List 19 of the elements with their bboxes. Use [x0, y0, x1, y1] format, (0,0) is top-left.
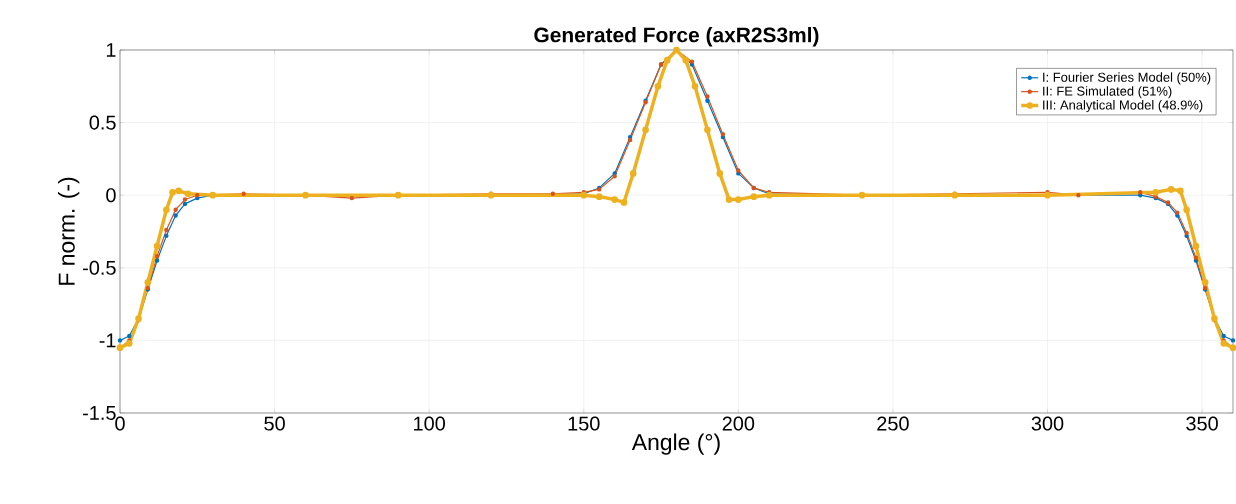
y-tick-label: 1 — [106, 43, 116, 57]
x-tick-label: 50 — [264, 416, 285, 431]
y-tick-label: -0.5 — [83, 260, 116, 275]
x-axis-title: Angle (°) — [631, 433, 720, 455]
x-tick-label: 150 — [568, 416, 600, 431]
chart-title: Generated Force (axR2S3ml) — [534, 27, 819, 47]
legend-label: II: FE Simulated (51%) — [1043, 86, 1172, 99]
y-tick-label: -1 — [99, 333, 116, 348]
legend-label: I: Fourier Series Model (50%) — [1043, 72, 1211, 85]
y-axis-title: F norm. (-) — [57, 177, 80, 285]
y-tick-label: 0.5 — [89, 115, 116, 130]
legend-label: III: Analytical Model (48.9%) — [1043, 100, 1203, 113]
x-tick-label: 100 — [414, 416, 445, 431]
x-tick-label: 350 — [1186, 416, 1218, 431]
x-tick-label: 250 — [877, 416, 909, 431]
y-tick-label: -1.5 — [83, 406, 116, 420]
x-tick-label: 300 — [1031, 416, 1064, 431]
y-tick-label: 0 — [106, 188, 116, 203]
x-tick-label: 200 — [722, 416, 755, 431]
